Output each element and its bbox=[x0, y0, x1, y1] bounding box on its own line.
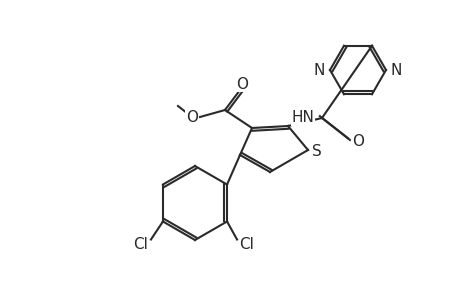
Text: O: O bbox=[351, 134, 363, 149]
Text: S: S bbox=[312, 143, 321, 158]
Text: Cl: Cl bbox=[239, 237, 254, 252]
Text: HN: HN bbox=[291, 110, 314, 125]
Text: O: O bbox=[185, 110, 197, 125]
Text: N: N bbox=[390, 62, 402, 77]
Text: Cl: Cl bbox=[133, 237, 148, 252]
Text: O: O bbox=[235, 76, 247, 92]
Text: N: N bbox=[313, 62, 325, 77]
